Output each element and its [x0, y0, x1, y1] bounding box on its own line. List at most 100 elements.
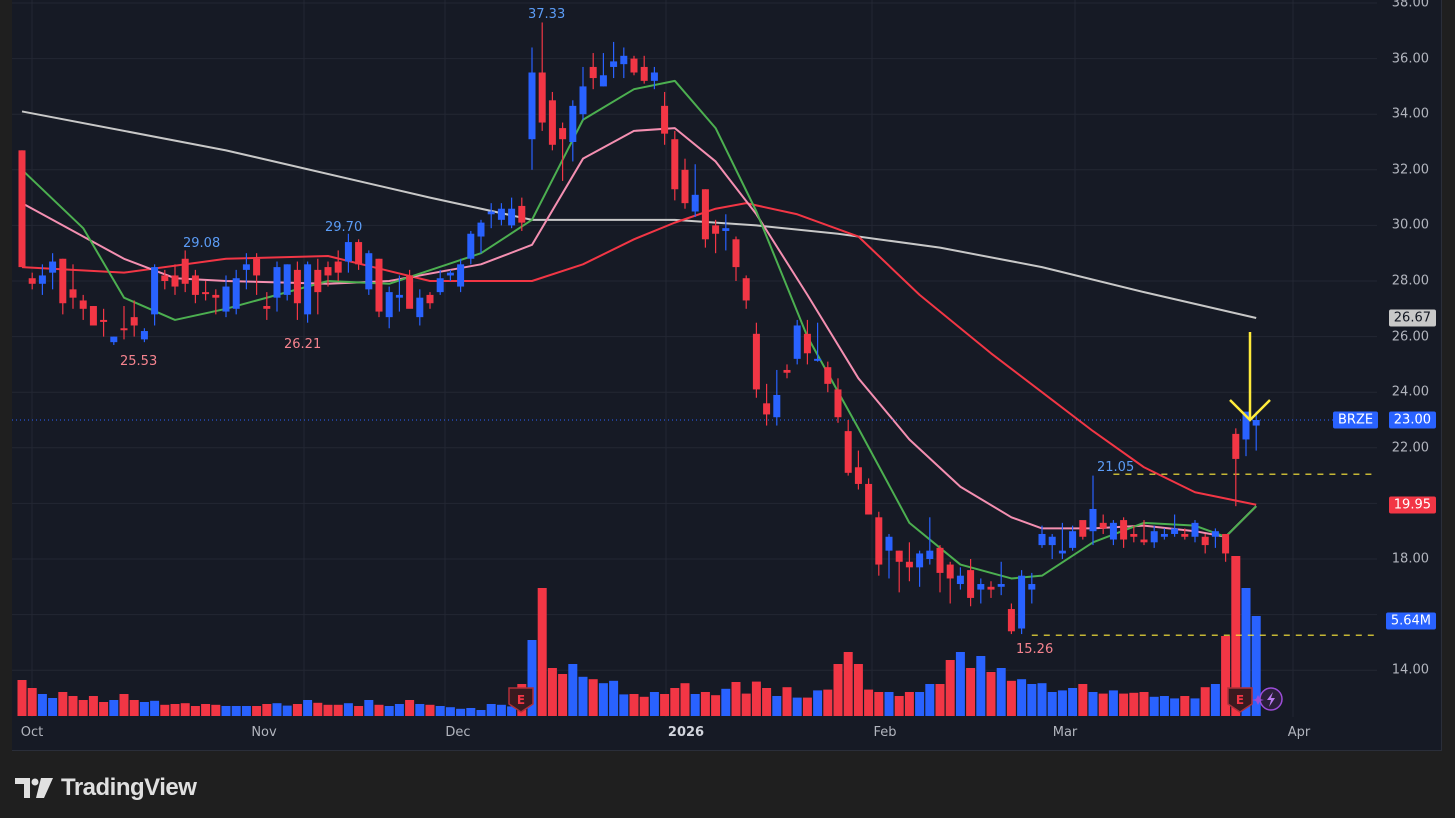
time-tick-2026: 2026 — [667, 725, 705, 740]
volume-bar — [945, 660, 955, 716]
grid-lines — [12, 0, 1377, 717]
candle — [620, 55, 628, 65]
candle — [1252, 420, 1260, 426]
high-label: 29.08 — [183, 236, 220, 251]
candle — [528, 72, 536, 140]
high-label: 37.33 — [528, 7, 565, 22]
price-tick: 32.00 — [1391, 162, 1429, 178]
volume-bar — [619, 694, 629, 716]
candle — [293, 269, 301, 304]
candle — [28, 278, 36, 284]
candle — [222, 286, 230, 312]
candle — [467, 233, 475, 259]
candle — [783, 369, 791, 373]
lightning-icon[interactable] — [1252, 687, 1283, 711]
candle — [110, 336, 118, 343]
candle — [406, 275, 414, 309]
volume-bar — [639, 696, 649, 716]
candle — [1099, 522, 1107, 529]
candle — [701, 189, 709, 240]
time-axis[interactable]: Oct Nov Dec 2026 Feb Mar Apr — [12, 717, 1441, 750]
candle — [661, 105, 669, 134]
candle — [18, 150, 26, 268]
volume-bar — [598, 683, 608, 716]
candle — [844, 431, 852, 473]
volume-bar — [823, 689, 833, 716]
tradingview-logo-icon — [15, 778, 53, 798]
volume-bar — [700, 692, 710, 716]
candle — [38, 275, 46, 284]
candle — [671, 139, 679, 190]
volume-bar — [966, 668, 976, 716]
volume-bar — [986, 672, 996, 716]
volume-bar — [976, 656, 986, 716]
ma50-tag: 19.95 — [1388, 496, 1436, 514]
candle — [814, 358, 822, 361]
volume-bar — [1037, 683, 1047, 716]
price-tick: 38.00 — [1391, 0, 1429, 11]
volume-bar — [1170, 698, 1180, 716]
earnings-marker-icon[interactable]: E — [1227, 687, 1253, 713]
volume-bar — [935, 684, 945, 716]
volume-bar — [486, 704, 496, 716]
volume-bar — [405, 700, 415, 716]
volume-bar — [303, 700, 313, 716]
volume-bar — [1017, 679, 1027, 716]
candle — [1191, 522, 1199, 537]
volume-bar — [1047, 692, 1057, 716]
volume-bar — [1221, 636, 1231, 716]
volume-bar — [874, 692, 884, 716]
candle — [1222, 533, 1230, 554]
candle — [375, 258, 383, 312]
candle — [997, 584, 1005, 587]
time-tick-nov: Nov — [251, 725, 277, 740]
volume-bar — [1129, 692, 1139, 716]
candle — [202, 292, 210, 295]
volume-bar — [292, 704, 302, 716]
tradingview-logo[interactable]: TradingView — [15, 774, 197, 802]
price-tick: 18.00 — [1391, 551, 1429, 567]
volume-bar — [374, 704, 384, 716]
candle — [977, 584, 985, 590]
volume-bar — [88, 696, 98, 716]
price-tick: 22.00 — [1391, 440, 1429, 456]
candle — [956, 575, 964, 585]
volume-bar — [221, 706, 231, 716]
volume-bar — [558, 674, 568, 716]
candle — [181, 258, 189, 284]
volume-bar — [99, 702, 109, 716]
ma200-tag: 26.67 — [1388, 309, 1436, 327]
time-tick-mar: Mar — [1052, 725, 1078, 740]
price-axis[interactable]: 38.00 36.00 34.00 32.00 30.00 28.00 26.00 24.00… — [1333, 0, 1441, 717]
earnings-marker-icon[interactable]: E — [508, 687, 534, 713]
volume-bar — [547, 668, 557, 716]
volume-bar — [364, 700, 374, 716]
candle — [436, 278, 444, 293]
volume-bar — [160, 704, 170, 716]
candle — [1079, 520, 1087, 537]
volume-bar — [690, 694, 700, 716]
candle — [559, 128, 567, 140]
volume-bar — [343, 703, 353, 716]
candle — [967, 570, 975, 598]
volume-bar — [456, 708, 466, 716]
candle — [140, 331, 148, 340]
volume-bar — [649, 692, 659, 716]
volume-bar — [609, 680, 619, 716]
candle — [79, 300, 87, 309]
volume-bar — [802, 697, 812, 716]
candlesticks — [18, 22, 1260, 635]
candle — [569, 105, 577, 142]
price-tick: 30.00 — [1391, 217, 1429, 233]
candle — [1211, 531, 1219, 537]
volume-bar — [241, 706, 251, 716]
candle — [426, 294, 434, 304]
candle — [1069, 531, 1077, 548]
volume-bar — [37, 694, 47, 716]
candle — [314, 269, 322, 293]
volume-bar — [231, 706, 241, 716]
candle — [446, 272, 454, 276]
volume-bar — [323, 704, 333, 716]
candle — [875, 517, 883, 565]
